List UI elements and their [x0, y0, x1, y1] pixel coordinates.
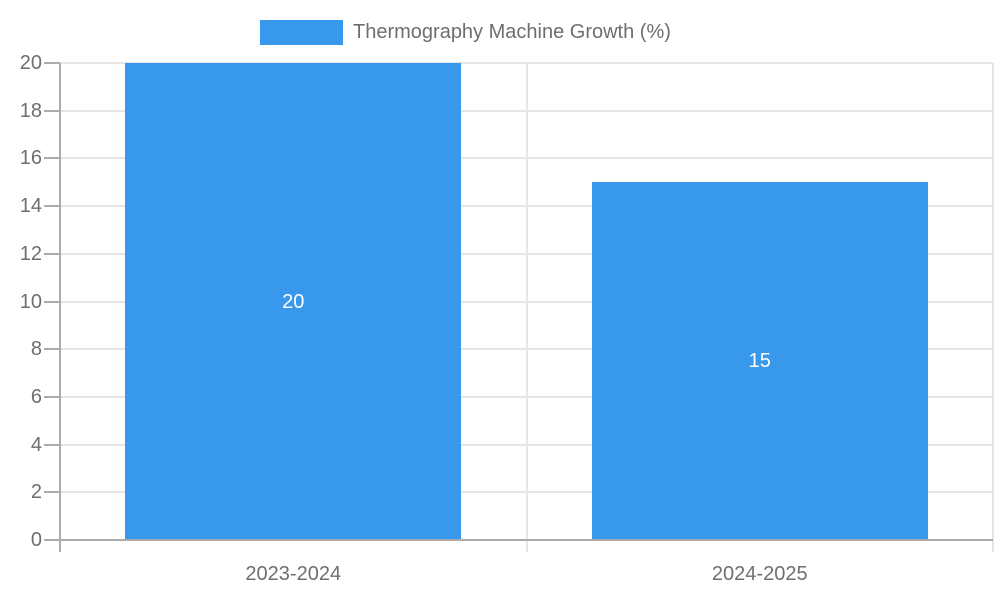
y-axis-tick-label: 8 — [30, 338, 42, 361]
y-axis-tick-label: 14 — [19, 195, 42, 218]
x-axis-category-label: 2024-2025 — [711, 563, 808, 585]
legend-swatch — [260, 19, 343, 45]
y-axis-tick-mark — [44, 205, 60, 208]
y-axis-tick-mark — [44, 443, 60, 446]
y-axis-tick-mark — [44, 539, 60, 541]
legend-label: Thermography Machine Growth (%) — [353, 21, 671, 43]
y-axis-tick-label: 18 — [19, 99, 42, 122]
y-axis-tick-mark — [44, 300, 60, 303]
y-axis-tick-mark — [44, 252, 60, 255]
x-axis-line — [44, 539, 993, 541]
bar-value-label: 20 — [282, 290, 305, 313]
gridline-vertical — [525, 63, 528, 552]
y-axis-tick-mark — [44, 395, 60, 398]
y-axis-tick-label: 16 — [19, 147, 42, 170]
y-axis-tick-mark — [44, 157, 60, 160]
y-axis-tick-mark — [44, 348, 60, 351]
y-axis-tick-label: 10 — [19, 290, 42, 313]
y-axis-tick-label: 2 — [30, 481, 42, 504]
y-axis-tick-label: 4 — [30, 433, 42, 456]
x-axis-category-label: 2023-2024 — [245, 563, 342, 585]
y-axis-tick-label: 20 — [19, 52, 42, 74]
y-axis-tick-label: 6 — [30, 385, 42, 408]
y-axis-tick-mark — [44, 109, 60, 112]
y-axis-tick-mark — [44, 491, 60, 494]
bar — [591, 182, 928, 540]
bar — [125, 63, 462, 540]
bar-value-label: 15 — [748, 350, 771, 373]
y-axis-tick-mark — [44, 62, 60, 64]
gridline-vertical — [992, 63, 994, 552]
legend: Thermography Machine Growth (%) — [260, 19, 671, 45]
y-axis-tick-label: 0 — [30, 529, 42, 551]
y-axis-line — [59, 63, 61, 552]
y-axis-tick-label: 12 — [19, 242, 42, 265]
